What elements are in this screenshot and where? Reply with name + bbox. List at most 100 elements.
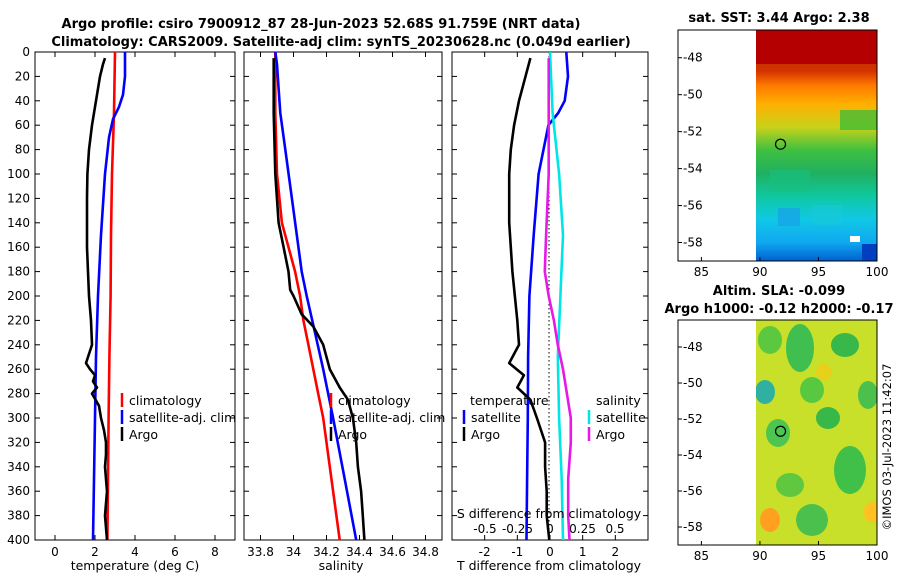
- temperature-x-ticks: 0 2 4 6 8: [51, 52, 219, 559]
- y-tick-label: 220: [7, 313, 30, 327]
- s-tick-label: -0.25: [502, 522, 533, 536]
- sla-map-ticks: 85 90 95 100 -48 -50 -52 -54 -56 -58: [678, 340, 888, 563]
- sla-map-subtitle: Argo h1000: -0.12 h2000: -0.17: [664, 302, 893, 317]
- salinity-legend: climatology satellite-adj. clim Argo: [329, 393, 445, 442]
- salinity-series: [272, 51, 366, 541]
- series-line-temperature-satellite: [525, 51, 570, 541]
- x-tick-label: 34.8: [412, 545, 439, 559]
- sst-patch: [778, 208, 800, 226]
- x-tick-label: 6: [171, 545, 179, 559]
- x-tick-label: -1: [511, 545, 523, 559]
- difference-legend-salinity: salinity satellite Argo: [587, 393, 646, 442]
- map-y-tick-label: -56: [683, 199, 703, 213]
- sla-eddy: [800, 377, 824, 403]
- sla-eddy: [758, 326, 782, 354]
- sla-eddy: [766, 419, 790, 447]
- series-line-argo: [84, 57, 109, 541]
- sst-cloud-gap: [850, 236, 860, 242]
- y-tick-label: 380: [7, 509, 30, 523]
- y-tick-label: 60: [15, 118, 30, 132]
- map-x-tick-label: 90: [752, 265, 767, 279]
- s-tick-label: 0: [546, 522, 554, 536]
- y-tick-label: 100: [7, 167, 30, 181]
- sla-eddy: [831, 333, 859, 357]
- map-y-tick-label: -50: [683, 88, 703, 102]
- y-tick-label: 0: [22, 45, 30, 59]
- y-tick-label: 280: [7, 387, 30, 401]
- map-x-tick-label: 100: [866, 549, 889, 563]
- series-line-salinity-argo: [543, 58, 573, 541]
- legend-t-argo-label: Argo: [471, 427, 500, 442]
- y-tick-label: 40: [15, 94, 30, 108]
- figure-title-line2: Climatology: CARS2009. Satellite-adj cli…: [51, 35, 630, 50]
- map-y-tick-label: -52: [683, 412, 703, 426]
- temperature-panel: 0 2 4 6 8 0 20 40 60 80 100 120 140 160 180 200 220 240 2…: [7, 45, 236, 573]
- y-tick-label: 240: [7, 338, 30, 352]
- legend-s-satellite-label: satellite: [596, 410, 646, 425]
- x-tick-label: 34.4: [346, 545, 373, 559]
- y-tick-label: 160: [7, 240, 30, 254]
- x-tick-label: 34.6: [379, 545, 406, 559]
- sla-eddy: [776, 473, 804, 497]
- difference-series: [507, 51, 573, 541]
- temperature-legend: climatology satellite-adj. clim Argo: [120, 393, 236, 442]
- s-tick-label: 0.5: [605, 522, 624, 536]
- argo-location-marker: [774, 425, 787, 437]
- sla-eddy: [864, 502, 877, 522]
- sla-eddy: [858, 381, 877, 409]
- sla-eddy: [760, 508, 780, 532]
- map-x-tick-label: 85: [694, 265, 709, 279]
- series-line-argo: [272, 58, 366, 541]
- temperature-series: [84, 51, 127, 541]
- sst-patch: [812, 205, 842, 225]
- sst-map-ticks: 85 90 95 100 -48 -50 -52 -54 -56 -58: [678, 51, 888, 279]
- x-tick-label: 2: [612, 545, 620, 559]
- sla-map-frame: [677, 319, 878, 546]
- y-tick-label: 340: [7, 460, 30, 474]
- map-x-tick-label: 85: [694, 549, 709, 563]
- map-y-tick-label: -58: [683, 236, 703, 250]
- sla-map-panel: Altim. SLA: -0.099 Argo h1000: -0.12 h20…: [664, 284, 893, 563]
- map-y-tick-label: -48: [683, 51, 703, 65]
- legend-satellite-label: satellite-adj. clim: [338, 410, 445, 425]
- s-tick-label: -0.5: [473, 522, 496, 536]
- map-y-tick-label: -54: [683, 162, 703, 176]
- map-y-tick-label: -50: [683, 376, 703, 390]
- sla-heatmap: [756, 320, 877, 545]
- s-difference-label: S difference from climatology: [457, 506, 642, 521]
- y-tick-label: 180: [7, 265, 30, 279]
- sst-front: [756, 64, 877, 70]
- x-tick-label: 33.8: [247, 545, 274, 559]
- x-tick-label: 4: [131, 545, 139, 559]
- legend-s-argo-label: Argo: [596, 427, 625, 442]
- y-tick-label: 200: [7, 289, 30, 303]
- legend-salinity-heading: salinity: [596, 393, 641, 408]
- legend-temperature-heading: temperature: [470, 393, 549, 408]
- legend-argo-label: Argo: [338, 427, 367, 442]
- series-line-climatology: [273, 52, 341, 541]
- x-tick-label: 0: [546, 545, 554, 559]
- sst-cold-patch: [862, 244, 877, 261]
- x-tick-label: 0: [51, 545, 59, 559]
- sst-map-title: sat. SST: 3.44 Argo: 2.38: [688, 11, 869, 26]
- copyright-stamp: ©IMOS 03-Jul-2023 11:42:07: [880, 364, 894, 531]
- salinity-y-tickmarks: [244, 51, 442, 541]
- x-tick-label: 1: [579, 545, 587, 559]
- map-x-tick-label: 95: [811, 549, 826, 563]
- sla-eddy: [756, 380, 775, 404]
- difference-panel: -2 -1 0 1 2 -0.5 -0.25 0 0.25 0.5 S difference f…: [451, 51, 649, 573]
- x-tick-label: 8: [211, 545, 219, 559]
- sst-warm-band: [756, 30, 877, 64]
- y-tick-label: 80: [15, 143, 30, 157]
- y-tick-label: 140: [7, 216, 30, 230]
- map-y-tick-label: -58: [683, 520, 703, 534]
- series-line-climatology: [106, 51, 117, 541]
- sla-eddy: [816, 407, 840, 429]
- series-line-satellite-adj-clim: [274, 51, 358, 541]
- figure-title-line1: Argo profile: csiro 7900912_87 28-Jun-20…: [62, 17, 581, 32]
- legend-climatology-label: climatology: [338, 393, 411, 408]
- temperature-y-ticks: 0 20 40 60 80 100 120 140 160 180 200 220 240 260 280 3…: [7, 45, 235, 547]
- sst-patch: [840, 110, 877, 130]
- salinity-difference-ticks: -0.5 -0.25 0 0.25 0.5: [473, 522, 624, 536]
